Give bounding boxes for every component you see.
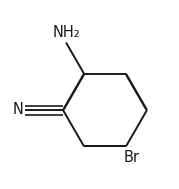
- Text: Br: Br: [124, 150, 140, 165]
- Text: N: N: [13, 102, 24, 118]
- Text: NH₂: NH₂: [52, 26, 80, 40]
